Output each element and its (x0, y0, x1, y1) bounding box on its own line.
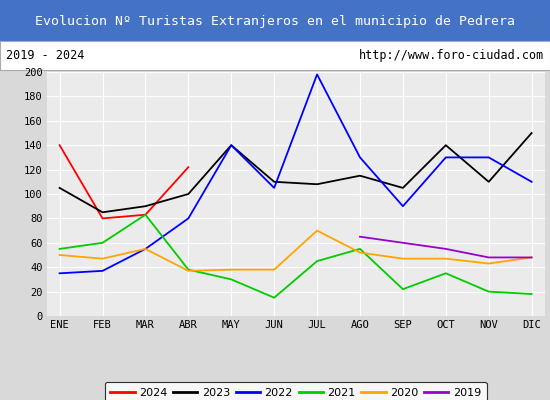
Legend: 2024, 2023, 2022, 2021, 2020, 2019: 2024, 2023, 2022, 2021, 2020, 2019 (104, 382, 487, 400)
Text: Evolucion Nº Turistas Extranjeros en el municipio de Pedrera: Evolucion Nº Turistas Extranjeros en el … (35, 14, 515, 28)
Text: 2019 - 2024: 2019 - 2024 (6, 49, 84, 62)
Text: http://www.foro-ciudad.com: http://www.foro-ciudad.com (359, 49, 544, 62)
